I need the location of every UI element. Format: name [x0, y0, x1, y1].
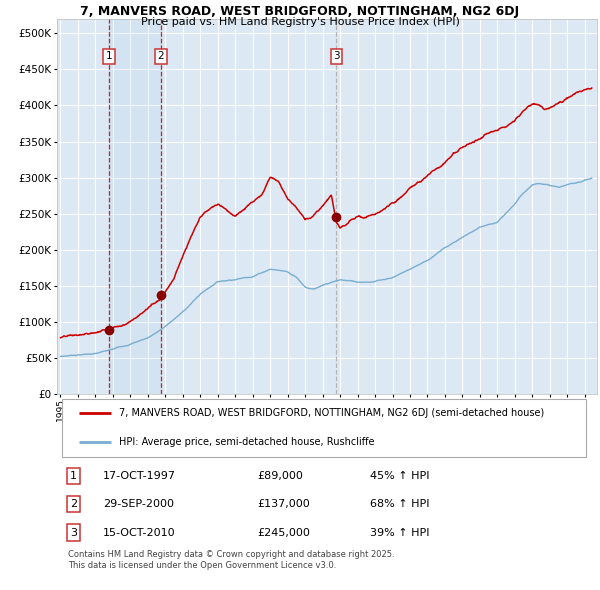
- Text: Contains HM Land Registry data © Crown copyright and database right 2025.
This d: Contains HM Land Registry data © Crown c…: [68, 550, 394, 570]
- Text: 1: 1: [70, 471, 77, 481]
- Text: 2: 2: [70, 499, 77, 509]
- Text: 39% ↑ HPI: 39% ↑ HPI: [370, 527, 430, 537]
- Text: 45% ↑ HPI: 45% ↑ HPI: [370, 471, 430, 481]
- Text: 68% ↑ HPI: 68% ↑ HPI: [370, 499, 430, 509]
- Text: 2: 2: [158, 51, 164, 61]
- Text: 17-OCT-1997: 17-OCT-1997: [103, 471, 176, 481]
- Text: 3: 3: [333, 51, 340, 61]
- Text: 29-SEP-2000: 29-SEP-2000: [103, 499, 174, 509]
- Text: 15-OCT-2010: 15-OCT-2010: [103, 527, 176, 537]
- Text: 7, MANVERS ROAD, WEST BRIDGFORD, NOTTINGHAM, NG2 6DJ: 7, MANVERS ROAD, WEST BRIDGFORD, NOTTING…: [80, 5, 520, 18]
- Text: £137,000: £137,000: [257, 499, 310, 509]
- Text: 3: 3: [70, 527, 77, 537]
- Text: 1: 1: [106, 51, 113, 61]
- Bar: [109, 19, 161, 394]
- Text: HPI: Average price, semi-detached house, Rushcliffe: HPI: Average price, semi-detached house,…: [119, 437, 374, 447]
- Text: 7, MANVERS ROAD, WEST BRIDGFORD, NOTTINGHAM, NG2 6DJ (semi-detached house): 7, MANVERS ROAD, WEST BRIDGFORD, NOTTING…: [119, 408, 544, 418]
- FancyBboxPatch shape: [62, 399, 586, 457]
- Text: £245,000: £245,000: [257, 527, 310, 537]
- Text: £89,000: £89,000: [257, 471, 302, 481]
- Text: Price paid vs. HM Land Registry's House Price Index (HPI): Price paid vs. HM Land Registry's House …: [140, 17, 460, 27]
